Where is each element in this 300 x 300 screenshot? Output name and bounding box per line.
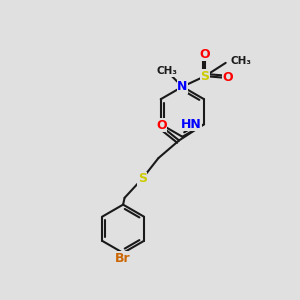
Text: N: N bbox=[177, 80, 188, 93]
Text: CH₃: CH₃ bbox=[230, 56, 251, 66]
Text: O: O bbox=[156, 118, 167, 132]
Text: S: S bbox=[201, 70, 210, 83]
Text: Br: Br bbox=[115, 252, 131, 265]
Text: CH₃: CH₃ bbox=[157, 66, 178, 76]
Text: O: O bbox=[200, 47, 210, 61]
Text: S: S bbox=[138, 172, 147, 185]
Text: O: O bbox=[223, 71, 233, 84]
Text: HN: HN bbox=[181, 118, 202, 131]
